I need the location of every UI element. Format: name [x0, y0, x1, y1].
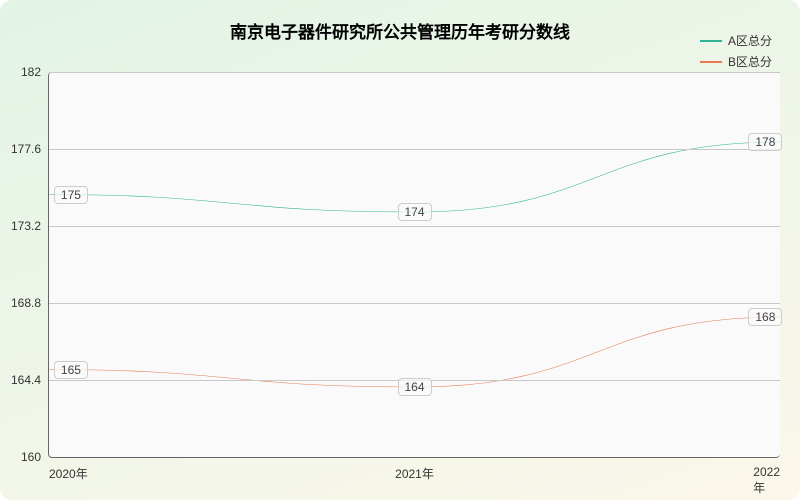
x-axis-tick: 2020年	[49, 457, 88, 482]
grid-line	[49, 226, 780, 227]
y-axis-tick: 164.4	[11, 373, 49, 387]
data-point-label: 168	[748, 308, 782, 326]
data-point-label: 175	[54, 186, 88, 204]
y-axis-tick: 177.6	[11, 142, 49, 156]
data-point-label: 165	[54, 361, 88, 379]
chart-svg	[49, 72, 780, 457]
y-axis-tick: 173.2	[11, 219, 49, 233]
x-axis-tick: 2021年	[395, 457, 434, 482]
chart-title: 南京电子器件研究所公共管理历年考研分数线	[230, 18, 570, 43]
data-point-label: 164	[397, 378, 431, 396]
y-axis-tick: 168.8	[11, 296, 49, 310]
legend-swatch	[700, 61, 722, 63]
plot-area: 160164.4168.8173.2177.61822020年2021年2022…	[48, 72, 780, 458]
grid-line	[49, 149, 780, 150]
grid-line	[49, 303, 780, 304]
grid-line	[49, 72, 780, 73]
series-line	[49, 317, 780, 387]
legend: A区总分 B区总分	[700, 32, 772, 74]
data-point-label: 178	[748, 133, 782, 151]
x-axis-tick: 2022年	[753, 457, 780, 496]
chart-container: 南京电子器件研究所公共管理历年考研分数线 A区总分B区总分 160164.416…	[0, 0, 800, 500]
y-axis-tick: 182	[21, 65, 49, 79]
legend-label: A区总分	[728, 32, 772, 49]
legend-item: B区总分	[700, 53, 772, 70]
y-axis-tick: 160	[21, 450, 49, 464]
legend-item: A区总分	[700, 32, 772, 49]
legend-label: B区总分	[728, 53, 772, 70]
data-point-label: 174	[397, 203, 431, 221]
series-line	[49, 142, 780, 212]
legend-swatch	[700, 40, 722, 42]
